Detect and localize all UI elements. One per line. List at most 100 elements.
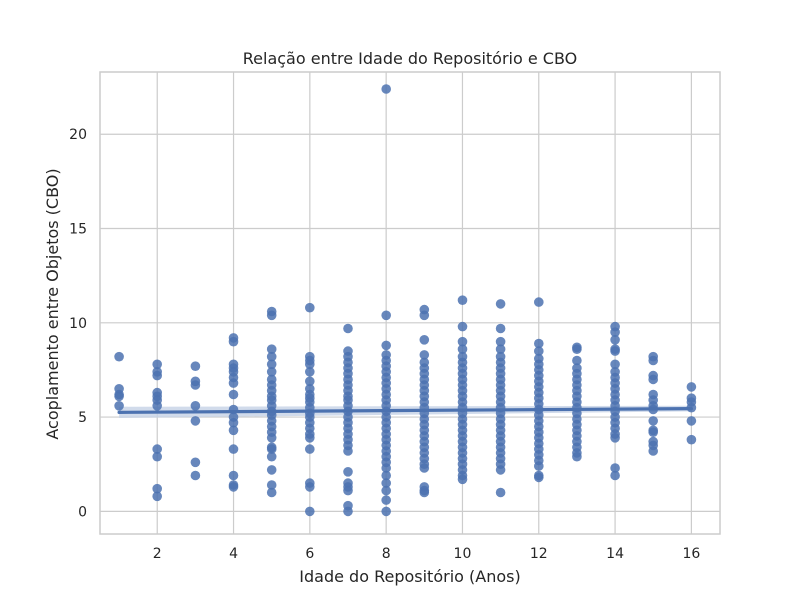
data-point [114,391,124,402]
regression-line [117,407,693,414]
data-point [266,487,277,498]
data-point [228,425,239,436]
regression-line-group [117,407,693,414]
data-point [305,482,315,492]
x-tick-label: 6 [305,546,314,562]
data-point [190,470,201,481]
data-point [381,470,392,481]
x-tick-label: 16 [682,546,700,562]
x-tick-label: 10 [454,546,472,562]
data-point [534,472,544,483]
data-point [152,359,162,370]
data-point [534,338,544,349]
data-point [228,336,239,347]
data-point [152,401,162,411]
data-point [495,487,506,498]
data-point [266,480,277,490]
data-point [305,302,315,313]
data-point [305,376,315,387]
data-point [266,451,277,462]
y-tick-label: 20 [69,127,87,143]
data-point [305,433,315,443]
data-point [534,346,544,356]
data-point [572,355,582,366]
data-point [266,344,277,355]
data-point [152,451,162,462]
data-point [610,470,620,481]
x-tick-label: 14 [606,546,624,562]
data-point [534,461,544,471]
x-axis-title: Idade do Repositório (Anos) [299,567,520,586]
data-point [495,465,506,475]
data-point [610,346,620,356]
data-point [114,401,124,411]
data-point [495,299,506,309]
data-point [381,506,392,517]
data-point [381,340,392,351]
data-point [610,335,620,345]
data-point [686,416,697,426]
data-point [419,335,430,345]
data-point [190,457,201,468]
data-point [381,84,392,94]
data-point [266,351,277,362]
data-point [305,506,315,517]
data-point [343,485,353,496]
data-point [495,336,506,347]
y-tick-label: 0 [78,504,87,520]
y-tick-label: 5 [78,410,87,426]
data-point [228,444,239,454]
data-point [648,427,658,438]
data-point [457,321,468,332]
data-point [381,478,392,488]
x-tick-label: 12 [530,546,548,562]
plot-frame [99,71,721,535]
data-point [648,446,658,456]
data-point [266,465,277,475]
data-point [686,434,697,445]
data-point [228,389,239,400]
data-point [572,451,582,462]
data-point [152,491,162,502]
data-point [610,433,620,443]
data-point [228,378,239,388]
data-point [266,433,277,443]
y-axis-title: Acoplamento entre Objetos (CBO) [43,168,62,439]
data-point [381,495,392,505]
data-point [419,487,430,498]
y-tick-label: 10 [69,316,87,332]
data-point [228,470,239,481]
data-points [114,84,697,517]
y-tick-labels: 0 5 10 15 20 [69,127,87,520]
data-point [610,463,620,473]
x-tick-label: 4 [229,546,238,562]
data-point [648,355,658,366]
data-point [457,336,468,347]
data-point [419,310,430,321]
data-point [343,323,353,334]
data-point [495,323,506,334]
data-point [648,416,658,426]
data-point [228,482,239,492]
data-point [152,444,162,454]
data-point [305,444,315,454]
data-point [114,351,124,362]
data-point [266,367,277,377]
data-point [648,374,658,385]
data-point [457,474,468,485]
data-point [419,463,430,473]
data-point [495,344,506,355]
data-point [228,417,239,428]
data-point [457,295,468,306]
data-point [686,382,697,392]
data-point [305,367,315,377]
data-point [610,359,620,370]
data-point [190,361,201,372]
x-tick-label: 8 [382,546,391,562]
data-point [343,446,353,456]
data-point [343,506,353,517]
x-tick-labels: 2 4 6 8 10 12 14 16 [153,546,701,562]
data-point [305,359,315,370]
